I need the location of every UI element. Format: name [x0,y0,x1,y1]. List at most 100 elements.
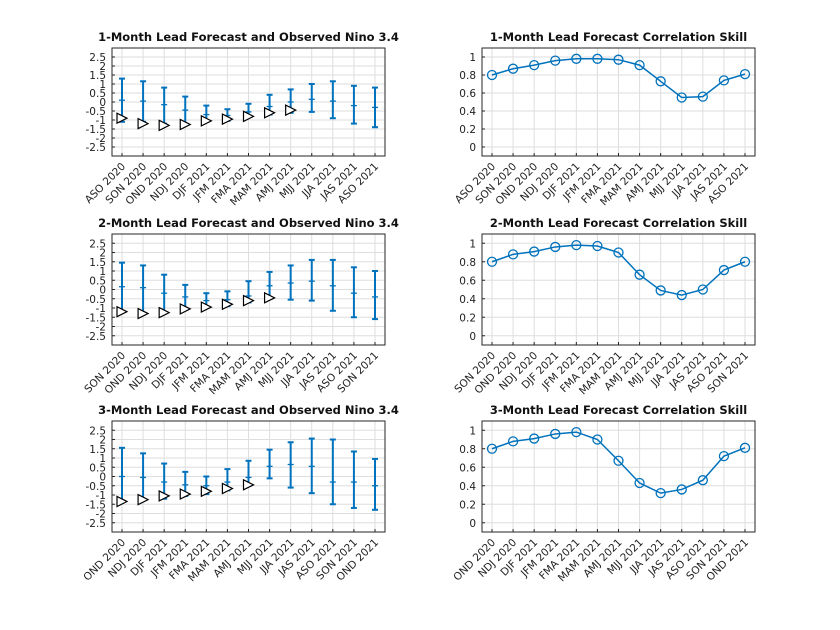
y-tick-label: 0 [469,331,476,343]
y-tick-label: 1 [99,453,106,465]
skill-point [697,91,708,102]
skill-line [491,58,746,99]
skill-point [718,75,730,86]
observed-marker [137,493,150,506]
observed-marker [242,294,255,307]
y-tick-label: 0.4 [459,294,476,306]
axes-frame [481,233,756,346]
y-tick-label: 0.2 [459,124,476,136]
skill-point [634,477,645,489]
skill-point [507,249,519,260]
skill-point [634,269,645,280]
skill-point [550,241,561,253]
observed-marker [221,298,234,311]
y-tick-label: -0.5 [86,294,107,306]
skill-point [592,434,603,445]
observed-marker [242,110,255,123]
skill-point [655,76,666,87]
skill-point [571,426,582,438]
skill-point [592,53,603,64]
y-tick-label: 0 [469,142,476,154]
skill-point [739,256,751,267]
chart-title: 2-Month Lead Forecast and Observed Nino … [98,216,399,230]
observed-marker [285,104,298,117]
chart-panel-2: 1-Month Lead Forecast Correlation Skill 0… [453,30,756,208]
skill-line [491,431,746,494]
chart-title: 1-Month Lead Forecast and Observed Nino … [98,30,399,44]
y-tick-label: 0.5 [89,275,106,287]
skill-point [529,246,540,257]
y-tick-label: 1 [469,425,476,437]
y-tick-label: 2 [99,435,106,447]
observed-marker [116,305,129,318]
y-tick-label: 0.8 [459,70,476,82]
y-tick-label: -1 [96,303,106,315]
y-tick-label: 0.5 [89,88,106,100]
skill-point [550,428,561,440]
y-tick-label: -1.5 [86,312,107,324]
y-tick-label: 1 [469,52,476,64]
y-tick-label: -2 [96,509,106,521]
chart-panel-6: 3-Month Lead Forecast Correlation Skill 0… [451,403,756,584]
axes-frame [111,420,386,533]
skill-point [655,487,666,499]
skill-point [507,436,519,447]
observed-marker [137,117,150,130]
y-tick-label: 0.4 [459,106,476,118]
skill-point [739,442,751,453]
axes-frame [111,47,386,157]
skill-point [529,59,540,71]
skill-point [676,484,687,495]
skill-point [529,433,540,444]
skill-point [676,92,687,103]
skill-point [592,240,603,252]
skill-point [697,284,708,295]
observed-marker [179,488,192,501]
y-tick-label: -1 [96,115,106,127]
y-tick-label: -2.5 [86,142,107,154]
chart-title: 1-Month Lead Forecast Correlation Skill [490,30,747,44]
y-tick-label: 0 [99,285,106,297]
chart-title: 3-Month Lead Forecast and Observed Nino … [98,403,399,417]
y-tick-label: 1.5 [89,257,106,269]
chart-panel-1: 1-Month Lead Forecast and Observed Nino … [83,30,399,208]
axes-frame [111,233,386,346]
skill-point [718,450,730,462]
observed-marker [158,119,171,132]
y-tick-label: 0.2 [459,499,476,511]
y-tick-label: 0 [99,472,106,484]
y-tick-label: 0 [99,97,106,109]
y-tick-label: 2.5 [89,425,106,437]
observed-marker [158,489,171,502]
skill-point [486,69,498,81]
observed-marker [116,495,129,508]
y-tick-label: -2.5 [86,331,107,343]
skill-point [486,256,498,267]
y-tick-label: 2 [99,61,106,73]
skill-point [613,54,624,65]
observed-marker [200,301,213,314]
y-tick-label: 0.4 [459,481,476,493]
y-tick-label: 0.8 [459,444,476,456]
y-tick-label: -0.5 [86,106,107,118]
observed-marker [200,114,213,127]
observed-marker [200,485,213,498]
axes-frame [481,420,756,533]
skill-point [634,59,645,71]
y-tick-label: -1 [96,490,106,502]
skill-point [571,53,582,64]
skill-point [739,68,751,80]
y-tick-label: 0 [469,518,476,530]
y-tick-label: 2.5 [89,238,106,250]
observed-marker [116,112,129,125]
y-tick-label: 1.5 [89,444,106,456]
y-tick-label: -2.5 [86,518,107,530]
observed-marker [158,306,171,319]
observed-marker [263,106,276,119]
y-tick-label: 1.5 [89,70,106,82]
skill-point [676,289,687,301]
skill-point [718,264,730,276]
y-tick-label: 1 [99,79,106,91]
y-tick-label: 1 [469,238,476,250]
